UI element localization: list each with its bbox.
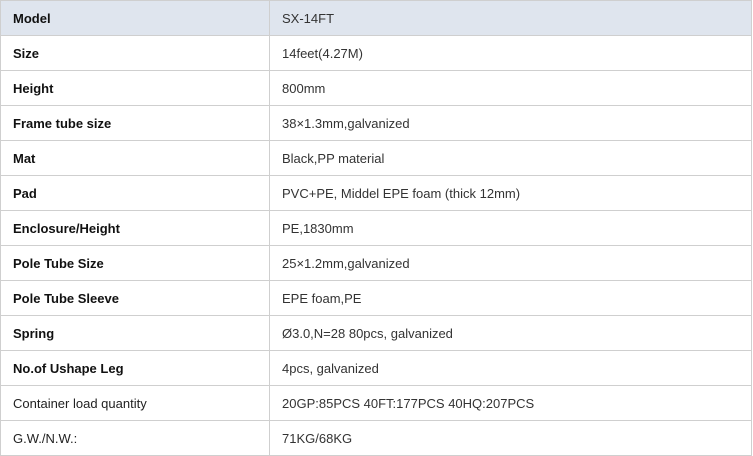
spec-value: 71KG/68KG (269, 420, 752, 456)
table-row: G.W./N.W.: 71KG/68KG (0, 420, 752, 456)
table-row: Pole Tube Sleeve EPE foam,PE (0, 280, 752, 316)
table-row: Frame tube size 38×1.3mm,galvanized (0, 105, 752, 141)
spec-label: Size (0, 35, 270, 71)
table-row: Height 800mm (0, 70, 752, 106)
spec-value: EPE foam,PE (269, 280, 752, 316)
spec-label: Enclosure/Height (0, 210, 270, 246)
spec-value: Black,PP material (269, 140, 752, 176)
table-row: Mat Black,PP material (0, 140, 752, 176)
spec-value: 25×1.2mm,galvanized (269, 245, 752, 281)
spec-label: Spring (0, 315, 270, 351)
table-row: Model SX-14FT (0, 0, 752, 36)
spec-label: No.of Ushape Leg (0, 350, 270, 386)
spec-value: SX-14FT (269, 0, 752, 36)
spec-label: Container load quantity (0, 385, 270, 421)
spec-label: Height (0, 70, 270, 106)
table-row: Pad PVC+PE, Middel EPE foam (thick 12mm) (0, 175, 752, 211)
table-row: Spring Ø3.0,N=28 80pcs, galvanized (0, 315, 752, 351)
spec-value: 14feet(4.27M) (269, 35, 752, 71)
spec-value: 4pcs, galvanized (269, 350, 752, 386)
table-row: No.of Ushape Leg 4pcs, galvanized (0, 350, 752, 386)
spec-value: PVC+PE, Middel EPE foam (thick 12mm) (269, 175, 752, 211)
spec-value: 20GP:85PCS 40FT:177PCS 40HQ:207PCS (269, 385, 752, 421)
spec-label: Pole Tube Sleeve (0, 280, 270, 316)
table-row: Size 14feet(4.27M) (0, 35, 752, 71)
table-row: Enclosure/Height PE,1830mm (0, 210, 752, 246)
table-row: Container load quantity 20GP:85PCS 40FT:1… (0, 385, 752, 421)
spec-label: Frame tube size (0, 105, 270, 141)
spec-label: Model (0, 0, 270, 36)
spec-label: G.W./N.W.: (0, 420, 270, 456)
spec-value: PE,1830mm (269, 210, 752, 246)
table-row: Pole Tube Size 25×1.2mm,galvanized (0, 245, 752, 281)
spec-label: Pole Tube Size (0, 245, 270, 281)
spec-value: 800mm (269, 70, 752, 106)
spec-value: 38×1.3mm,galvanized (269, 105, 752, 141)
spec-label: Mat (0, 140, 270, 176)
spec-value: Ø3.0,N=28 80pcs, galvanized (269, 315, 752, 351)
spec-label: Pad (0, 175, 270, 211)
